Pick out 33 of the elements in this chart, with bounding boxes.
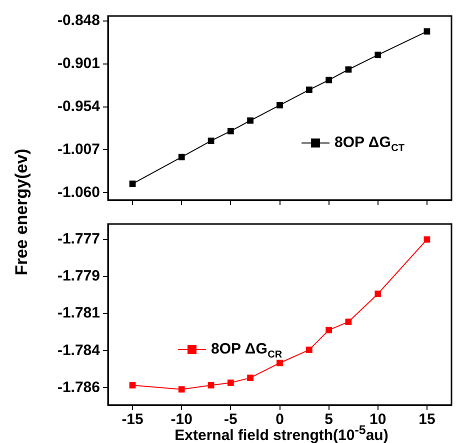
y-tick-label: -1.784 (57, 342, 101, 359)
point (178, 154, 185, 160)
y-tick-label: -1.786 (57, 378, 100, 396)
point (227, 380, 234, 386)
y-tick-label: -0.954 (57, 98, 101, 115)
point (178, 386, 185, 393)
point (326, 326, 332, 334)
y-tick-label: -1.777 (57, 230, 100, 248)
y-tick-label: -1.007 (57, 140, 100, 158)
point (424, 28, 430, 35)
point (129, 382, 136, 388)
point (374, 52, 382, 58)
point (326, 76, 332, 84)
point (227, 128, 234, 134)
point (247, 117, 254, 124)
point (374, 290, 382, 298)
point (208, 138, 214, 144)
point (276, 360, 283, 366)
point (276, 102, 283, 108)
point (247, 374, 254, 382)
x-tick-label: -15 (122, 411, 144, 428)
point (306, 346, 312, 354)
point (306, 86, 312, 93)
y-tick-label: -1.781 (57, 304, 100, 322)
y-tick-label: -1.779 (57, 268, 100, 285)
point (129, 180, 136, 187)
y-tick-label: -1.060 (57, 184, 100, 201)
y-tick-label: -0.848 (57, 12, 100, 30)
point (345, 318, 352, 326)
point (208, 382, 214, 388)
y-tick-label: -0.901 (57, 54, 100, 72)
x-tick-label: 15 (418, 411, 436, 428)
y-axis-title: Free energy(ev) (12, 148, 32, 276)
